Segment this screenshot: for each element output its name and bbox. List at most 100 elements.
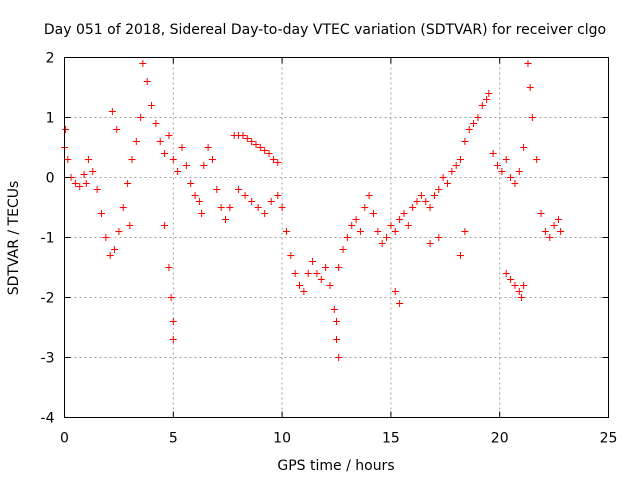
data-point: [326, 282, 334, 289]
data-point: [187, 180, 195, 187]
x-tick-labels: 0 5 10 15 20 25: [60, 431, 617, 447]
data-point: [369, 210, 377, 217]
x-tick-label: 10: [273, 431, 291, 447]
x-tick-label: 5: [169, 431, 178, 447]
data-point: [498, 168, 506, 175]
data-point: [76, 183, 84, 190]
data-point: [222, 216, 230, 223]
data-point: [62, 126, 70, 133]
data-point: [374, 228, 382, 235]
data-point: [457, 252, 465, 259]
data-point: [265, 150, 273, 157]
chart-title: Day 051 of 2018, Sidereal Day-to-day VTE…: [44, 22, 606, 38]
data-point: [365, 192, 373, 199]
data-point: [274, 159, 282, 166]
data-point: [64, 156, 72, 163]
data-point: [178, 144, 186, 151]
data-point: [426, 240, 434, 247]
data-point: [248, 138, 256, 145]
data-point: [282, 228, 290, 235]
data-point: [435, 186, 443, 193]
y-tick-label: -3: [41, 351, 55, 367]
data-point: [169, 336, 177, 343]
y-tick-label: 2: [46, 51, 55, 67]
data-point: [261, 210, 269, 217]
data-point: [413, 198, 421, 205]
data-point: [378, 240, 386, 247]
data-point: [174, 168, 182, 175]
y-tick-label: -1: [41, 231, 55, 247]
data-point: [474, 114, 482, 121]
grid-layer: [64, 57, 609, 418]
data-point: [208, 156, 216, 163]
data-point: [520, 144, 528, 151]
data-point: [261, 147, 269, 154]
data-point: [235, 186, 243, 193]
data-point: [82, 180, 90, 187]
data-point: [119, 204, 127, 211]
data-point: [139, 60, 147, 67]
y-tick-label: -4: [41, 411, 55, 427]
data-point: [106, 252, 114, 259]
data-point: [132, 138, 140, 145]
data-points-layer: [61, 60, 565, 361]
data-point: [243, 135, 251, 142]
data-point: [248, 198, 256, 205]
data-point: [169, 156, 177, 163]
data-point: [470, 120, 478, 127]
data-point: [115, 228, 123, 235]
data-point: [550, 222, 558, 229]
data-point: [528, 114, 536, 121]
data-point: [182, 162, 190, 169]
data-point: [287, 252, 295, 259]
data-point: [435, 234, 443, 241]
data-point: [465, 126, 473, 133]
data-point: [239, 132, 247, 139]
data-point: [404, 222, 412, 229]
data-point: [313, 270, 321, 277]
x-tick-label: 20: [491, 431, 509, 447]
data-point: [167, 294, 175, 301]
data-point: [409, 204, 417, 211]
data-point: [156, 138, 164, 145]
data-point: [537, 210, 545, 217]
data-point: [383, 234, 391, 241]
data-point: [113, 126, 121, 133]
x-tick-label: 15: [382, 431, 400, 447]
data-point: [457, 156, 465, 163]
data-point: [102, 234, 110, 241]
data-point: [557, 228, 565, 235]
data-point: [169, 318, 177, 325]
data-point: [391, 228, 399, 235]
data-point: [165, 132, 173, 139]
data-point: [274, 192, 282, 199]
data-point: [84, 156, 92, 163]
data-point: [439, 174, 447, 181]
data-point: [241, 192, 249, 199]
data-point: [452, 162, 460, 169]
data-point: [317, 276, 325, 283]
data-point: [461, 228, 469, 235]
data-point: [515, 288, 523, 295]
data-point: [254, 204, 262, 211]
data-point: [165, 264, 173, 271]
data-point: [511, 282, 519, 289]
data-point: [511, 180, 519, 187]
data-point: [161, 222, 169, 229]
data-point: [148, 102, 156, 109]
data-point: [426, 204, 434, 211]
y-tick-label: 1: [46, 111, 55, 127]
data-point: [300, 288, 308, 295]
x-tick-label: 25: [600, 431, 618, 447]
data-point: [195, 198, 203, 205]
data-point: [161, 150, 169, 157]
data-point: [526, 84, 534, 91]
data-point: [400, 210, 408, 217]
data-point: [80, 171, 88, 178]
data-point: [489, 150, 497, 157]
data-point: [333, 336, 340, 343]
data-point: [278, 204, 286, 211]
data-point: [152, 120, 160, 127]
data-point: [417, 192, 425, 199]
